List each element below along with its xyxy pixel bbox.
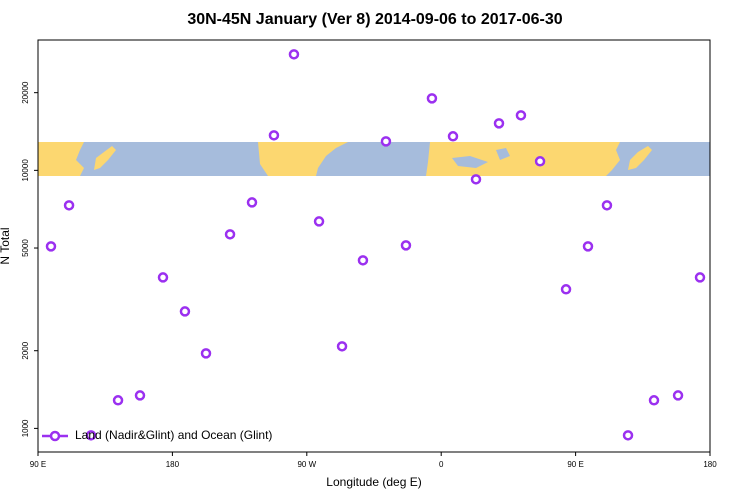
point xyxy=(313,216,325,227)
point xyxy=(515,110,527,121)
x-tick-label: 0 xyxy=(439,460,444,469)
land xyxy=(628,146,652,170)
point xyxy=(157,272,169,283)
land xyxy=(94,146,116,170)
point xyxy=(63,200,75,211)
map-band xyxy=(38,142,710,176)
point xyxy=(582,241,594,252)
point xyxy=(470,174,482,185)
point xyxy=(672,390,684,401)
y-tick-label: 1000 xyxy=(21,419,30,437)
y-axis-label: N Total xyxy=(0,227,12,264)
y-tick-label: 20000 xyxy=(21,81,30,104)
point xyxy=(622,430,634,441)
point xyxy=(560,284,572,295)
y-tick-label: 10000 xyxy=(21,159,30,182)
legend-marker xyxy=(49,430,61,442)
sea xyxy=(452,156,488,168)
point xyxy=(426,93,438,104)
x-axis-label: Longitude (deg E) xyxy=(326,475,421,489)
point xyxy=(534,156,546,167)
point xyxy=(246,197,258,208)
legend-item: Land (Nadir&Glint) and Ocean (Glint) xyxy=(42,428,272,442)
point xyxy=(224,229,236,240)
point xyxy=(336,341,348,352)
x-tick-label: 90 E xyxy=(30,460,46,469)
x-tick-label: 90 W xyxy=(297,460,316,469)
point xyxy=(200,348,212,359)
sea xyxy=(496,148,510,160)
point xyxy=(179,306,191,317)
x-tick-label: 180 xyxy=(166,460,180,469)
x-tick-label: 180 xyxy=(703,460,717,469)
point xyxy=(45,241,57,252)
point xyxy=(447,131,459,142)
point xyxy=(694,272,706,283)
point xyxy=(380,136,392,147)
point xyxy=(112,395,124,406)
x-tick-label: 90 E xyxy=(567,460,583,469)
plot-frame xyxy=(37,39,711,453)
point xyxy=(288,49,300,60)
y-tick-label: 2000 xyxy=(21,341,30,359)
legend-label: Land (Nadir&Glint) and Ocean (Glint) xyxy=(75,428,272,442)
point xyxy=(268,130,280,141)
point xyxy=(85,430,97,441)
point xyxy=(493,118,505,129)
land xyxy=(38,142,84,176)
y-tick-label: 5000 xyxy=(21,239,30,257)
point xyxy=(648,395,660,406)
point xyxy=(357,255,369,266)
chart-title: 30N-45N January (Ver 8) 2014-09-06 to 20… xyxy=(187,11,562,28)
point xyxy=(134,390,146,401)
point xyxy=(601,200,613,211)
land xyxy=(258,142,348,176)
point xyxy=(400,240,412,251)
